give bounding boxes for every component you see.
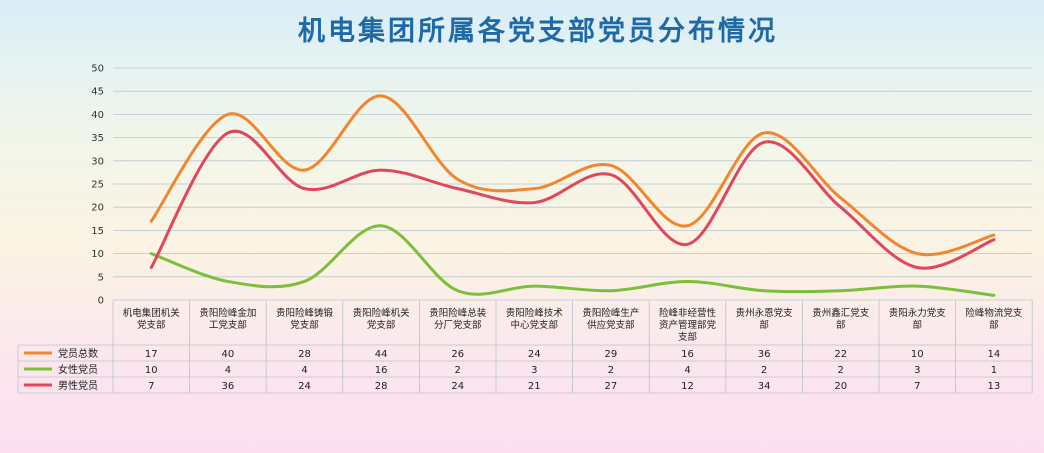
table-cell-value: 22 — [834, 349, 847, 360]
table-cell-value: 4 — [225, 365, 231, 376]
table-cell-value: 7 — [914, 381, 920, 392]
y-tick-label: 25 — [91, 180, 104, 191]
table-cell-value: 20 — [834, 381, 847, 392]
series-name: 女性党员 — [58, 363, 98, 376]
table-cell-value: 2 — [761, 365, 767, 376]
y-tick-label: 10 — [91, 249, 104, 260]
category-label: 贵阳险峰铸锻党支部 — [276, 307, 334, 331]
category-label: 贵阳险峰技术中心党支部 — [506, 307, 564, 331]
table-cell-value: 2 — [455, 365, 461, 376]
category-label: 贵州鑫汇党支部 — [812, 307, 870, 331]
category-label: 贵阳险峰生产供应党支部 — [582, 307, 639, 331]
y-axis-tick-labels: 0 5 10 15 20 25 30 35 40 45 50 — [91, 64, 104, 307]
category-label: 贵阳险峰总装分厂党支部 — [429, 307, 487, 331]
table-cell-value: 21 — [528, 381, 541, 392]
table-cell-value: 16 — [375, 365, 388, 376]
series-name: 男性党员 — [58, 379, 98, 392]
table-cell-value: 12 — [681, 381, 694, 392]
table-cell-value: 24 — [298, 381, 311, 392]
chart-title: 机电集团所属各党支部党员分布情况 — [298, 15, 778, 47]
y-tick-label: 30 — [91, 156, 104, 167]
table-cell-value: 29 — [605, 349, 618, 360]
y-tick-label: 15 — [91, 226, 104, 237]
table-cell-value: 4 — [684, 365, 690, 376]
series-line — [149, 224, 996, 297]
table-cell-value: 17 — [145, 349, 158, 360]
table-cell-value: 4 — [301, 365, 307, 376]
series-lines — [149, 94, 996, 297]
y-tick-label: 40 — [91, 110, 104, 121]
table-cell-value: 24 — [451, 381, 464, 392]
table-cell-value: 28 — [375, 381, 388, 392]
table-cell-value: 40 — [222, 349, 235, 360]
y-tick-label: 5 — [98, 272, 104, 283]
y-tick-label: 20 — [91, 203, 104, 214]
table-cell-value: 7 — [148, 381, 154, 392]
table-cell-value: 27 — [605, 381, 618, 392]
table-cell-value: 24 — [528, 349, 541, 360]
table-cell-value: 44 — [375, 349, 388, 360]
table-cell-value: 16 — [681, 349, 694, 360]
category-label: 险峰非经营性资产管理部党支部 — [659, 307, 717, 343]
y-tick-label: 50 — [91, 64, 104, 75]
table-cell-value: 3 — [914, 365, 920, 376]
table-cell-value: 28 — [298, 349, 311, 360]
category-label: 贵州永恩党支部 — [736, 307, 794, 331]
category-label: 贵阳险峰机关党支部 — [353, 307, 411, 331]
table-cell-value: 10 — [911, 349, 924, 360]
table-cell-value: 26 — [451, 349, 464, 360]
category-label: 险峰物流党支部 — [965, 307, 1023, 331]
table-cell-value: 2 — [838, 365, 844, 376]
y-tick-label: 35 — [91, 133, 104, 144]
category-label: 贵阳永力党支部 — [889, 307, 947, 331]
table-cell-value: 3 — [531, 365, 537, 376]
table-cell-value: 13 — [988, 381, 1001, 392]
table-cell-value: 14 — [988, 349, 1001, 360]
table-cell-value: 1 — [991, 365, 997, 376]
table-cell-value: 36 — [758, 349, 771, 360]
category-label: 机电集团机关党支部 — [123, 307, 181, 331]
table-cell-value: 36 — [222, 381, 235, 392]
table-cell-value: 10 — [145, 365, 158, 376]
series-line — [149, 129, 996, 270]
category-label: 贵阳险峰金加工党支部 — [199, 307, 256, 331]
y-tick-label: 0 — [98, 296, 104, 307]
table-cell-value: 2 — [608, 365, 614, 376]
data-table: 机电集团机关党支部贵阳险峰金加工党支部贵阳险峰铸锻党支部贵阳险峰机关党支部贵阳险… — [17, 300, 1033, 394]
y-tick-label: 45 — [91, 87, 104, 98]
series-name: 党员总数 — [58, 347, 98, 360]
table-cell-value: 34 — [758, 381, 771, 392]
